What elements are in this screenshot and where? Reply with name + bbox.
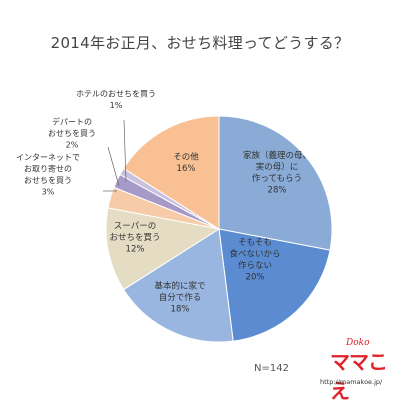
slice-label-3: 基本的に家で (154, 281, 205, 292)
slice-value-label-7: 1% (110, 101, 123, 110)
slice-value-label-3: 18% (171, 305, 190, 315)
slice-label-4: おせちを買う (109, 233, 160, 243)
logo-url: http://mamakoe.jp/ (320, 378, 383, 386)
slice-label-6: デパートの (52, 117, 92, 127)
slice-value-label-6: 2% (66, 141, 79, 150)
slice-label-2: 作らない (238, 260, 272, 271)
slice-label-3: 自分で作る (159, 292, 202, 303)
slice-value-label-1: 28% (268, 185, 287, 195)
slice-label-1: 実の母）に (256, 161, 299, 172)
slice-value-label-8: 16% (177, 164, 196, 174)
logo-script: Doko (346, 338, 370, 348)
pie-slice-3 (122, 228, 234, 343)
sample-size-label: N=142 (254, 363, 289, 374)
leader-line-7 (123, 119, 127, 183)
slice-label-5: お取り寄せの (24, 163, 72, 173)
pie-slice-2 (218, 228, 331, 342)
slice-label-8: その他 (173, 151, 199, 162)
slice-value-label-5: 3% (42, 187, 55, 196)
mamakoe-logo[interactable]: Doko ママこえ http://mamakoe.jp/ (318, 338, 392, 403)
pie-slice-4 (105, 207, 221, 291)
slice-label-5: インターネットで (16, 153, 80, 162)
slice-label-1: 家族（義理の母、 (243, 150, 311, 161)
slice-label-2: そもそも (238, 238, 272, 248)
slice-value-label-2: 20% (246, 272, 265, 282)
pie-slice-8 (122, 115, 220, 230)
slice-label-6: おせちを買う (48, 129, 96, 138)
slice-label-2: 食べないから (229, 248, 280, 259)
slice-label-5: おせちを買う (24, 176, 72, 185)
slice-label-1: 作ってもらう (252, 173, 302, 184)
leader-line-6 (107, 146, 120, 187)
pie-slice-1 (218, 115, 333, 251)
chart-title: 2014年お正月、おせち料理ってどうする？ (50, 34, 350, 52)
slice-value-label-4: 12% (126, 245, 145, 255)
slice-label-7: ホテルのおせちを買う (76, 89, 156, 98)
slice-label-4: スーパーの (114, 222, 156, 232)
logo-text: ママこえ (330, 350, 388, 403)
